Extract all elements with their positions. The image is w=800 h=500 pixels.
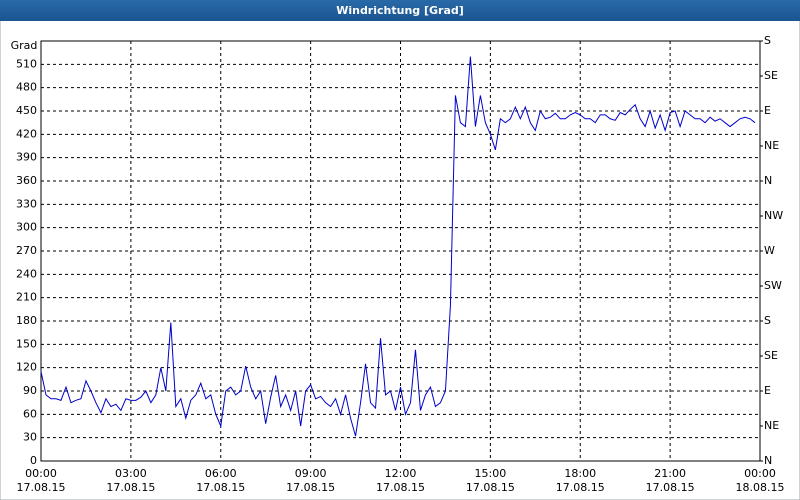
y-tick-label: 0 — [30, 454, 37, 467]
y2-tick-label: NW — [764, 209, 783, 222]
x-tick-label: 00:00 17.08.15 — [17, 467, 66, 494]
y2-tick-label: S — [764, 314, 771, 327]
y-tick-label: 120 — [16, 361, 37, 374]
y-axis-label: Grad — [11, 39, 38, 52]
x-tick-label: 09:00 17.08.15 — [286, 467, 335, 494]
chart-title: Windrichtung [Grad] — [336, 4, 464, 17]
x-tick-label: 00:00 18.08.15 — [736, 467, 785, 494]
y-tick-label: 510 — [16, 57, 37, 70]
y-tick-label: 330 — [16, 197, 37, 210]
title-bar — [0, 0, 800, 21]
y2-tick-label: N — [764, 174, 772, 187]
x-tick-label: 21:00 17.08.15 — [646, 467, 695, 494]
y-tick-label: 30 — [23, 431, 37, 444]
y-tick-label: 390 — [16, 151, 37, 164]
y-tick-label: 150 — [16, 337, 37, 350]
y2-tick-label: NE — [764, 419, 779, 432]
y-tick-label: 240 — [16, 267, 37, 280]
y-tick-label: 270 — [16, 244, 37, 257]
x-tick-label: 18:00 17.08.15 — [556, 467, 605, 494]
y2-tick-label: E — [764, 384, 771, 397]
y2-tick-label: SW — [764, 279, 782, 292]
y-tick-label: 180 — [16, 314, 37, 327]
y2-tick-label: N — [764, 454, 772, 467]
y-tick-label: 90 — [23, 384, 37, 397]
y-tick-label: 480 — [16, 81, 37, 94]
y-tick-label: 210 — [16, 291, 37, 304]
y2-tick-label: E — [764, 104, 771, 117]
x-tick-label: 06:00 17.08.15 — [196, 467, 245, 494]
x-tick-label: 12:00 17.08.15 — [376, 467, 425, 494]
y-tick-label: 360 — [16, 174, 37, 187]
y2-tick-label: S — [764, 34, 771, 47]
data-line — [40, 56, 756, 437]
y2-tick-label: W — [764, 244, 775, 257]
y-tick-label: 60 — [23, 407, 37, 420]
y-tick-label: 420 — [16, 127, 37, 140]
y-tick-label: 450 — [16, 104, 37, 117]
x-tick-label: 15:00 17.08.15 — [466, 467, 515, 494]
y2-tick-label: SE — [764, 349, 778, 362]
y2-tick-label: SE — [764, 69, 778, 82]
y-tick-label: 300 — [16, 221, 37, 234]
y2-tick-label: NE — [764, 139, 779, 152]
x-tick-label: 03:00 17.08.15 — [106, 467, 155, 494]
